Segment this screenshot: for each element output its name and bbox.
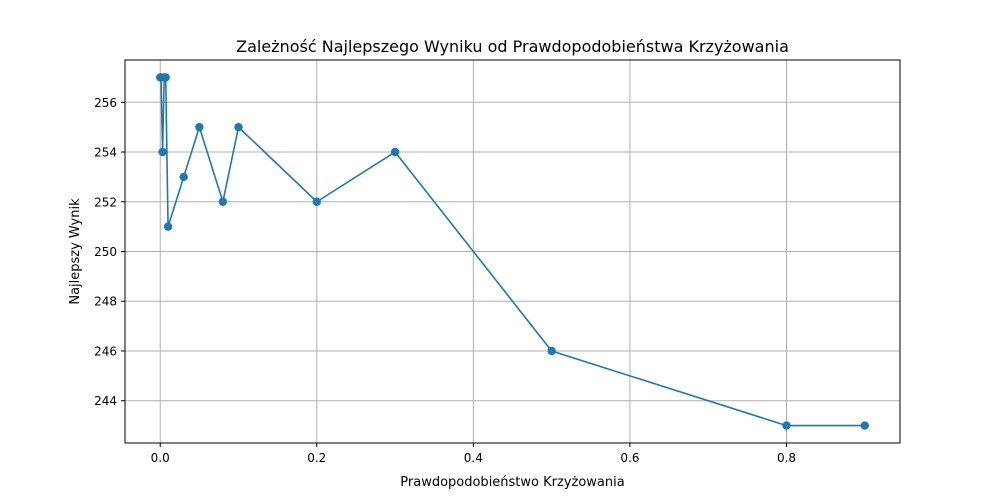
data-point [195,122,204,132]
data-point [390,147,400,157]
x-axis-label: Prawdopodobieństwo Krzyżowania [400,475,624,490]
x-tick-label: 0.4 [464,451,483,465]
axis-ticks: 0.0 0.2 0.4 0.6 0.8 244 246 248 250 252 254 256 [94,96,796,465]
data-point [218,197,228,206]
x-tick-label: 0.2 [307,451,326,465]
data-point [161,73,170,82]
y-tick-label: 246 [94,344,117,358]
data-point [179,172,188,182]
data-point [782,421,791,430]
y-tick-label: 244 [94,394,117,408]
y-axis-label: Najlepszy Wynik [68,198,83,305]
x-tick-label: 0.8 [777,451,796,465]
data-point [158,147,167,157]
x-tick-label: 0.0 [151,451,170,465]
data-point [547,346,556,356]
y-tick-label: 250 [94,245,117,259]
data-point [163,222,173,231]
series-layer [156,73,869,430]
y-tick-label: 256 [94,96,117,110]
y-tick-label: 252 [94,195,117,209]
data-point [234,122,243,132]
chart-title: Zależność Najlepszego Wyniku od Prawdopo… [236,37,789,56]
x-tick-label: 0.6 [620,451,639,465]
y-tick-label: 254 [94,146,117,160]
data-point [860,421,869,430]
y-tick-label: 248 [94,295,117,309]
data-point [312,197,321,206]
